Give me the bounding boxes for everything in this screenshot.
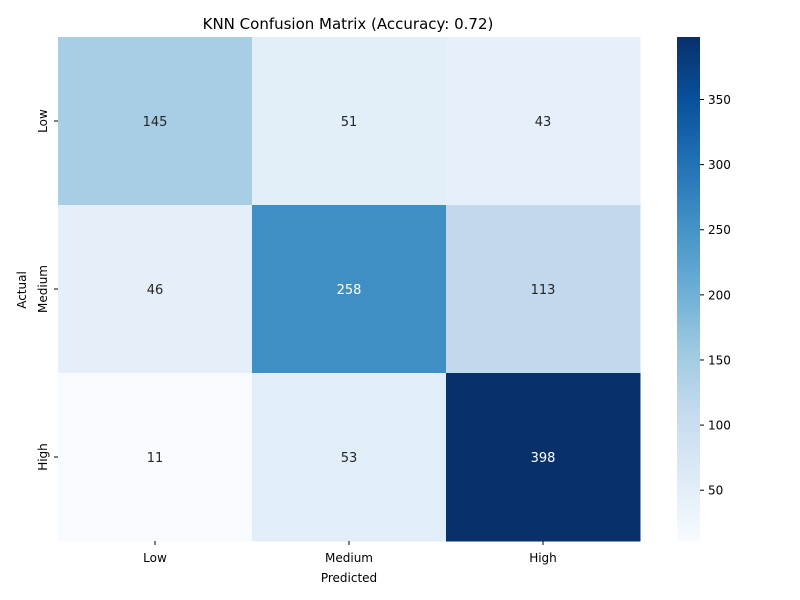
colorbar-tick-label: 350	[708, 93, 731, 107]
colorbar-tick-label: 300	[708, 158, 731, 172]
heatmap-cell	[446, 373, 641, 542]
x-axis-ticks: Low Medium High	[143, 541, 557, 565]
heatmap-cell	[58, 37, 253, 206]
heatmap-cell	[446, 37, 641, 206]
cell-value-label: 113	[531, 283, 556, 298]
cell-value-label: 46	[147, 283, 164, 298]
heatmap-cell	[58, 205, 253, 374]
heatmap-cell-labels: 145 51 43 46 258 113 11 53 398	[143, 115, 556, 466]
y-tick-label: Low	[36, 109, 50, 133]
colorbar-tick-label: 100	[708, 419, 731, 433]
y-tick-label: High	[36, 443, 50, 471]
colorbar-tick-label: 250	[708, 223, 731, 237]
cell-value-label: 51	[341, 115, 358, 130]
y-axis-ticks: Low Medium High	[36, 109, 58, 471]
heatmap-cell	[252, 373, 447, 542]
chart-title: KNN Confusion Matrix (Accuracy: 0.72)	[203, 15, 494, 33]
colorbar-ticks: 50 100 150 200 250 300 350	[700, 93, 731, 498]
cell-value-label: 53	[341, 451, 358, 466]
x-tick-label: High	[529, 551, 557, 565]
heatmap-cell	[252, 37, 447, 206]
cell-value-label: 145	[143, 115, 168, 130]
colorbar-tick-label: 150	[708, 353, 731, 367]
x-tick-label: Medium	[325, 551, 373, 565]
cell-value-label: 11	[147, 451, 164, 466]
cell-value-label: 398	[531, 451, 556, 466]
heatmap-cell	[446, 205, 641, 374]
colorbar-tick-label: 200	[708, 288, 731, 302]
x-tick-label: Low	[143, 551, 167, 565]
y-tick-label: Medium	[36, 265, 50, 313]
x-axis-label: Predicted	[321, 571, 377, 585]
cell-value-label: 258	[337, 283, 362, 298]
y-axis-label: Actual	[15, 271, 29, 309]
colorbar	[677, 37, 700, 541]
heatmap-cell	[252, 205, 447, 374]
colorbar-tick-label: 50	[708, 484, 723, 498]
heatmap-cells	[58, 37, 641, 542]
cell-value-label: 43	[535, 115, 552, 130]
heatmap-cell	[58, 373, 253, 542]
